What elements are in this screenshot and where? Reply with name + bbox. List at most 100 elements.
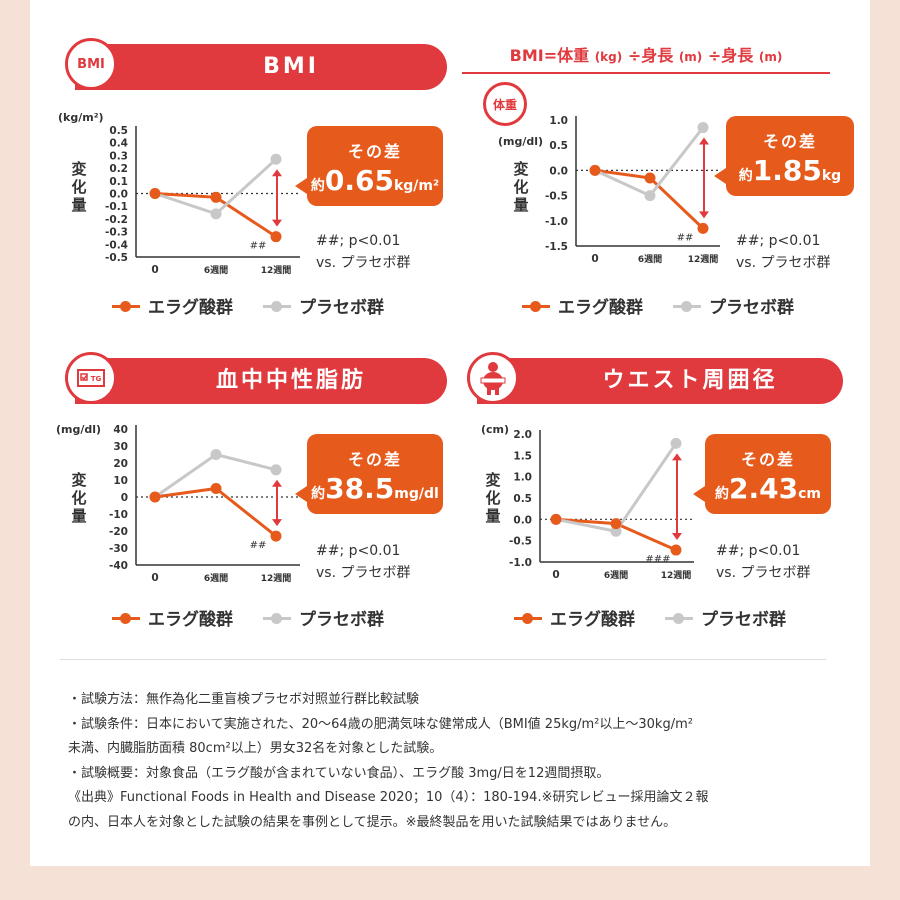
legend-ellagic-label: エラグ酸群 (148, 610, 233, 630)
chart-legend: エラグ酸群 プラセボ群 (514, 605, 786, 630)
ylabel-char: 変 (71, 160, 87, 178)
ylabel-char: 変 (513, 160, 529, 178)
y-tick-label: 0.5 (549, 140, 568, 152)
note-line: ##; p<0.01 (736, 233, 821, 249)
x-tick-label: 0 (591, 253, 598, 265)
ylabel-char: 量 (71, 507, 87, 525)
callout-value: 2.43 (729, 472, 799, 505)
data-point-ellagic (550, 513, 562, 525)
callout-value-line: 約38.5mg/dl (307, 472, 443, 505)
series-line-placebo (154, 158, 278, 216)
ylabel-char: 量 (71, 196, 87, 214)
callout-unit: cm (798, 486, 821, 502)
y-tick-label: 40 (113, 424, 128, 436)
arrow-head-down (272, 519, 282, 527)
ylabel-char: 化 (71, 178, 87, 196)
series-line-ellagic (154, 486, 277, 538)
x-tick-label: 6週間 (204, 573, 228, 584)
data-point-placebo (644, 190, 656, 202)
x-tick-label: 12週間 (661, 570, 692, 581)
significance-marker: ## (250, 540, 267, 551)
y-tick-label: -40 (109, 560, 128, 572)
callout-value-line: 約0.65kg/m² (307, 164, 443, 197)
data-point-ellagic (644, 172, 656, 184)
callout-value-line: 約1.85kg (726, 154, 854, 187)
banner-title: BMI (263, 54, 319, 79)
unit-label: (kg/m²) (58, 111, 104, 124)
diff-callout: その差 約38.5mg/dl (295, 434, 443, 514)
arrow-head-up (272, 169, 282, 177)
y-tick-label: 1.0 (549, 115, 568, 127)
y-tick-label: -0.4 (105, 239, 128, 251)
callout-value: 1.85 (752, 154, 822, 187)
y-axis-label: 変 化 量 (512, 160, 530, 214)
note-line: ##; p<0.01 (716, 543, 801, 559)
legend-ellagic-marker (112, 300, 140, 312)
data-point-ellagic (210, 483, 222, 494)
banner-bmi: BMI (75, 44, 447, 90)
data-point-ellagic (210, 191, 222, 203)
ylabel-char: 量 (485, 507, 501, 525)
legend-placebo-label: プラセボ群 (299, 610, 384, 630)
legend-ellagic-label: エラグ酸群 (148, 298, 233, 318)
data-point-placebo (210, 449, 222, 460)
panel-tg: 血中中性脂肪 TG (65, 352, 465, 658)
callout-label: その差 (347, 450, 402, 469)
data-point-placebo (697, 122, 709, 134)
section-divider (60, 659, 826, 660)
significance-marker: ### (645, 554, 670, 565)
unit-label: (mg/dl) (498, 135, 544, 148)
banner-title: ウエスト周囲径 (602, 368, 778, 393)
callout-label: その差 (740, 450, 795, 469)
legend-ellagic-label: エラグ酸群 (550, 610, 635, 630)
data-point-ellagic (610, 518, 622, 530)
significance-marker: ## (677, 232, 694, 243)
study-footnotes: ・試験方法：無作為化二重盲検プラセボ対照並行群比較試験 ・試験条件：日本において… (68, 688, 838, 835)
callout-value: 38.5 (325, 472, 395, 505)
note-line: vs. プラセボ群 (316, 565, 411, 581)
y-tick-label: 0.5 (109, 125, 128, 137)
waist-person-icon (480, 362, 506, 395)
data-point-ellagic (149, 491, 161, 503)
series-line-placebo (594, 126, 705, 198)
y-tick-label: -1.0 (509, 557, 532, 569)
footnote-line: ・試験方法：無作為化二重盲検プラセボ対照並行群比較試験 (68, 692, 420, 707)
y-tick-label: 0 (121, 492, 128, 504)
significance-note: ##; p<0.01 vs. プラセボ群 (736, 230, 830, 274)
callout-prefix: 約 (310, 178, 325, 194)
footnote-line: の内、日本人を対象とした試験の結果を事例として提示。※最終製品を用いた試験結果で… (68, 814, 677, 830)
significance-marker: ## (250, 241, 267, 252)
chart-legend: エラグ酸群 プラセボ群 (112, 605, 384, 630)
note-line: ##; p<0.01 (316, 543, 401, 559)
x-tick-label: 6週間 (204, 265, 228, 276)
y-tick-label: -1.5 (545, 241, 568, 253)
data-point-placebo (210, 208, 222, 220)
weight-badge-icon: 体重 (483, 82, 527, 126)
y-tick-label: 0.3 (109, 150, 128, 162)
footnote-line: 《出典》Functional Foods in Health and Disea… (68, 790, 709, 805)
formula-main: BMI=体重 (509, 46, 590, 65)
legend-ellagic-marker (112, 612, 140, 624)
legend-ellagic-label: エラグ酸群 (558, 298, 643, 318)
data-point-placebo (270, 153, 282, 165)
ylabel-char: 変 (71, 471, 87, 489)
chart-legend: エラグ酸群 プラセボ群 (522, 293, 794, 318)
legend-placebo-label: プラセボ群 (701, 610, 786, 630)
callout-prefix: 約 (715, 486, 729, 502)
y-tick-label: 0.2 (109, 163, 128, 175)
x-tick-label: 0 (151, 572, 158, 584)
callout-prefix: 約 (311, 486, 326, 502)
chart-legend: エラグ酸群 プラセボ群 (112, 293, 384, 318)
unit-label: (mg/dl) (56, 423, 102, 436)
data-point-ellagic (670, 544, 682, 556)
badge-label: 体重 (492, 97, 517, 112)
significance-note: ##; p<0.01 vs. プラセボ群 (716, 540, 810, 584)
x-tick-label: 0 (552, 569, 559, 581)
arrow-head-down (272, 219, 282, 227)
footnote-line: 未満、内臓脂肪面積 80cm²以上）男女32名を対象とした試験。 (68, 741, 443, 756)
formula-m2: (m) (758, 50, 783, 64)
y-axis-label: 変 化 量 (70, 471, 88, 525)
ylabel-char: 量 (513, 196, 529, 214)
waist-badge-icon (467, 352, 519, 404)
